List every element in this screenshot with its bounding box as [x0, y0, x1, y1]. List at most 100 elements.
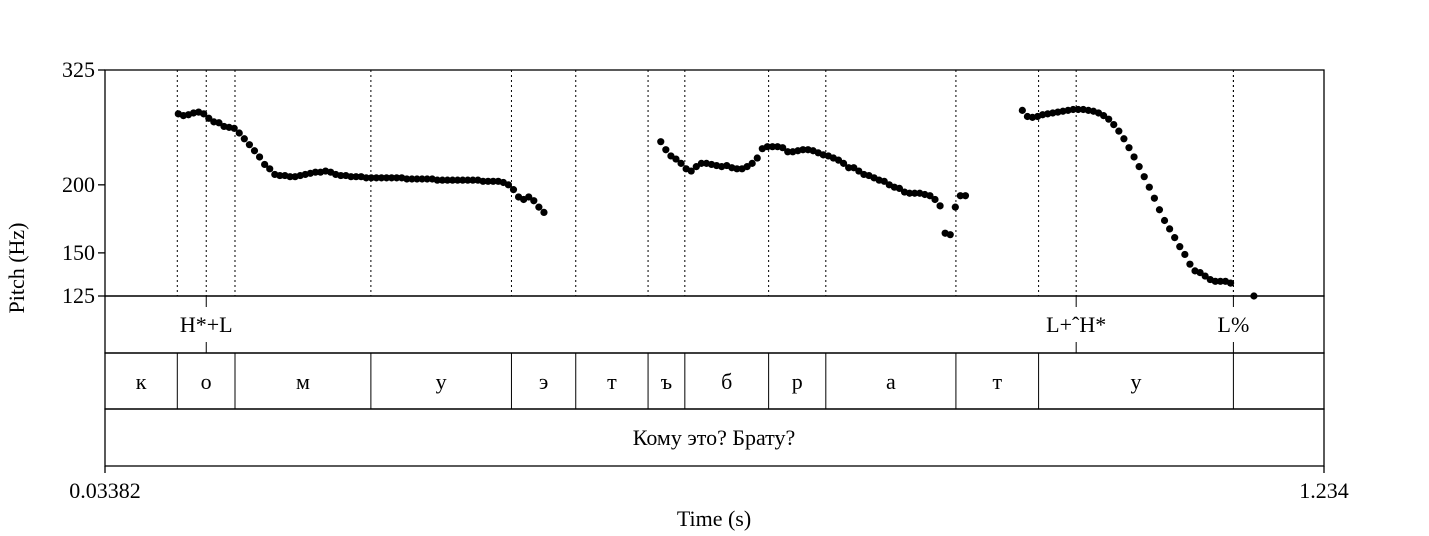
- pitch-point: [1186, 260, 1194, 268]
- pitch-point: [311, 168, 320, 176]
- pitch-plot-frame: [104, 69, 1325, 297]
- segment-label: т: [607, 369, 617, 394]
- pitch-point: [347, 173, 355, 181]
- pitch-point: [763, 143, 772, 151]
- pitch-point: [850, 164, 858, 172]
- pitch-point: [1181, 250, 1189, 259]
- pitch-point: [956, 192, 964, 200]
- segment-label: б: [721, 369, 732, 394]
- pitch-point: [286, 173, 294, 181]
- pitch-point: [1069, 105, 1077, 114]
- pitch-point: [423, 175, 431, 183]
- pitch-point: [931, 195, 939, 204]
- pitch-point: [1150, 194, 1158, 202]
- pitch-point: [1196, 268, 1204, 277]
- pitch-point: [1140, 173, 1148, 181]
- pitch-point: [337, 171, 345, 180]
- pitch-point: [1125, 144, 1133, 152]
- pitch-point: [687, 167, 695, 175]
- pitch-point: [261, 160, 269, 169]
- pitch-point: [1018, 106, 1026, 114]
- pitch-point: [911, 189, 919, 197]
- pitch-point: [352, 173, 360, 181]
- pitch-point: [662, 146, 670, 154]
- pitch-point: [362, 174, 370, 182]
- pitch-point: [484, 177, 492, 185]
- segment-label: о: [201, 369, 212, 394]
- pitch-point: [448, 176, 457, 184]
- pitch-point: [367, 174, 375, 182]
- pitch-point: [230, 124, 238, 132]
- pitch-point: [733, 165, 741, 173]
- tone-label: L+ˆH*: [1046, 312, 1106, 337]
- pitch-point: [855, 167, 863, 175]
- y-axis-ticks: 125 150 200 325: [62, 57, 105, 308]
- pitch-point: [200, 110, 208, 118]
- pitch-point: [672, 155, 680, 163]
- pitch-point: [1110, 121, 1118, 129]
- pitch-point: [388, 174, 396, 182]
- pitch-point: [459, 176, 467, 184]
- segment-label: ъ: [661, 369, 672, 394]
- pitch-point: [839, 159, 848, 167]
- segment-label: у: [1130, 369, 1141, 394]
- pitch-point: [880, 177, 888, 185]
- tone-label: L%: [1218, 312, 1250, 337]
- pitch-point: [464, 176, 472, 184]
- segment-label: р: [792, 369, 803, 394]
- segment-label: э: [539, 369, 548, 394]
- pitch-point: [1176, 243, 1184, 251]
- pitch-point: [1226, 279, 1235, 287]
- pitch-point: [509, 186, 518, 194]
- pitch-point: [377, 174, 386, 182]
- pitch-point: [906, 189, 914, 197]
- sentence-text: Кому это? Брату?: [633, 425, 796, 450]
- pitch-point: [1115, 127, 1123, 135]
- pitch-point: [768, 143, 777, 151]
- pitch-point: [1211, 277, 1219, 285]
- pitch-point: [454, 176, 462, 184]
- y-tick-label: 150: [62, 240, 95, 265]
- pitch-point: [413, 175, 421, 183]
- pitch-point: [1160, 216, 1169, 225]
- pitch-point: [961, 192, 970, 200]
- pitch-point: [235, 129, 243, 137]
- pitch-point: [250, 147, 259, 155]
- pitch-point: [1145, 183, 1153, 191]
- pitch-point: [535, 203, 543, 211]
- pitch-point: [926, 192, 934, 200]
- x-tick-label-end: 1.234: [1299, 478, 1349, 503]
- pitch-point: [433, 176, 441, 184]
- segment-label: у: [436, 369, 447, 394]
- pitch-point: [677, 159, 685, 167]
- boundary-guides: [176, 70, 1234, 296]
- pitch-point: [469, 176, 477, 184]
- pitch-point: [748, 159, 756, 167]
- pitch-point: [479, 177, 487, 185]
- pitch-point: [697, 159, 705, 167]
- tone-labels: H*+L L+ˆH* L%: [180, 296, 1249, 353]
- pitch-point: [255, 153, 264, 161]
- pitch-point: [1105, 115, 1113, 123]
- pitch-points: [174, 105, 1258, 300]
- pitch-point: [530, 197, 538, 205]
- pitch-point: [1074, 105, 1082, 114]
- segment-label: а: [886, 369, 896, 394]
- pitch-point: [946, 231, 954, 239]
- sentence-tier: [104, 408, 1325, 467]
- pitch-point: [393, 174, 401, 182]
- pitch-point: [1130, 153, 1138, 161]
- pitch-point: [1171, 234, 1179, 242]
- pitch-point: [1099, 112, 1108, 120]
- pitch-point: [1135, 163, 1143, 171]
- segment-label: к: [136, 369, 147, 394]
- x-tick-label-start: 0.03382: [69, 478, 141, 503]
- pitch-point: [784, 148, 792, 156]
- pitch-point: [799, 146, 807, 154]
- pitch-point: [895, 184, 904, 193]
- pitch-point: [1155, 206, 1164, 214]
- pitch-point: [245, 141, 254, 149]
- pitch-point: [205, 114, 213, 122]
